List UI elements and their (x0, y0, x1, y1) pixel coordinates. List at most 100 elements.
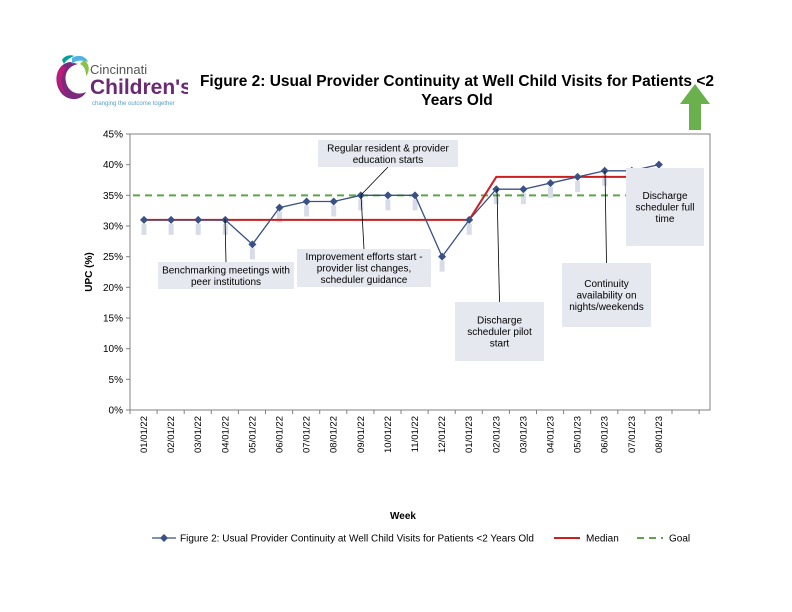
y-tick-label: 5% (109, 375, 124, 386)
x-tick-label: 05/01/23 (573, 416, 584, 453)
annotation-leader-line (360, 166, 389, 196)
annotation-text: Discharge scheduler full time (636, 191, 695, 225)
point-shadow-bar (249, 248, 255, 260)
improvement-arrow-icon (680, 84, 710, 130)
upc-data-point (248, 240, 257, 249)
x-tick-label: 01/01/23 (464, 416, 475, 453)
y-tick-label: 20% (103, 283, 123, 294)
logo-mark-icon (56, 55, 89, 100)
x-tick-label: 06/01/22 (275, 416, 286, 453)
upc-data-point (546, 179, 555, 188)
upc-data-point (329, 197, 338, 206)
point-shadow-bar (195, 223, 201, 235)
annotation-box (158, 262, 294, 289)
x-tick-label: 08/01/22 (329, 416, 340, 453)
x-tick-label: 10/01/22 (383, 416, 394, 453)
upc-data-point (654, 160, 663, 169)
y-tick-label: 0% (109, 406, 124, 417)
upc-data-point (411, 191, 419, 200)
x-tick-label: 09/01/22 (356, 416, 367, 453)
y-tick-label: 45% (103, 130, 123, 141)
point-shadow-bar (331, 205, 337, 217)
x-tick-label: 01/01/22 (139, 416, 150, 453)
y-tick-label: 40% (103, 160, 123, 171)
x-tick-label: 04/01/23 (546, 416, 557, 453)
logo-line2: Children's (90, 76, 188, 99)
y-axis-label: UPC (%) (84, 252, 95, 291)
point-shadow-bar (466, 223, 472, 235)
y-tick-label: 10% (103, 344, 123, 355)
plot-area (129, 133, 711, 411)
x-tick-label: 12/01/22 (437, 416, 448, 453)
upc-series-line (144, 164, 660, 258)
y-tick-label: 25% (103, 252, 123, 263)
point-shadow-bar (412, 199, 418, 211)
chart-title: Figure 2: Usual Provider Continuity at W… (199, 73, 715, 109)
point-shadow-bar (358, 199, 364, 211)
x-tick-label: 06/01/23 (600, 416, 611, 453)
annotation-leader-line (496, 188, 500, 303)
upc-data-point (492, 185, 501, 194)
x-tick-label: 05/01/22 (247, 416, 258, 453)
point-shadow-bar (602, 174, 608, 186)
y-tick-label: 35% (103, 191, 123, 202)
upc-data-point (465, 215, 474, 224)
upc-data-point (383, 191, 392, 200)
legend-label-upc: Figure 2: Usual Provider Continuity at W… (180, 534, 534, 545)
annotation-text: Discharge scheduler pilot start (467, 316, 532, 350)
annotation-text: Continuity availability on nights/weekends (569, 279, 644, 313)
point-shadow-bar (168, 223, 174, 235)
upc-data-point (438, 252, 447, 261)
annotation-callout: Regular resident & provider education sta… (318, 140, 458, 196)
annotation-box (297, 249, 431, 287)
x-axis-label: Week (390, 511, 416, 522)
x-tick-label: 02/01/23 (491, 416, 502, 453)
upc-data-point (275, 203, 284, 212)
annotation-box (455, 302, 544, 361)
x-tick-label: 04/01/22 (220, 416, 231, 453)
annotation-text: Improvement efforts start -provider list… (305, 252, 422, 286)
legend-label-median: Median (586, 534, 619, 545)
cincinnati-childrens-logo: Cincinnati Children's changing the outco… (48, 52, 192, 110)
x-tick-label: 03/01/22 (193, 416, 204, 453)
annotation-leader-line (360, 194, 365, 250)
point-shadow-bar (493, 193, 499, 205)
x-tick-label: 07/01/22 (302, 416, 313, 453)
legend-marker-upc (160, 534, 168, 542)
annotation-text: Regular resident & provider education sta… (327, 143, 449, 166)
point-shadow-bar (385, 199, 391, 211)
point-shadow-bar (141, 223, 147, 235)
annotation-leader-line (224, 218, 227, 263)
annotation-callout: Continuity availability on nights/weekends (562, 170, 651, 327)
logo-tagline: changing the outcome together (92, 101, 175, 107)
x-tick-label: 02/01/22 (166, 416, 177, 453)
annotation-box (562, 263, 651, 327)
annotation-callout: Benchmarking meetings with peer instituti… (158, 218, 294, 289)
y-tick-label: 30% (103, 222, 123, 233)
x-tick-label: 03/01/23 (518, 416, 529, 453)
annotation-callout: Discharge scheduler full time (626, 168, 704, 247)
annotation-text: Benchmarking meetings with peer instituti… (162, 265, 290, 288)
y-tick-label: 15% (103, 314, 123, 325)
legend-label-goal: Goal (669, 534, 690, 545)
upc-data-point (140, 215, 148, 224)
annotation-box (318, 140, 458, 167)
annotation-callout: Improvement efforts start -provider list… (297, 194, 431, 287)
annotation-leader-line (604, 170, 607, 264)
point-shadow-bar (575, 180, 581, 192)
point-shadow-bar (520, 193, 526, 205)
upc-data-point (519, 185, 528, 194)
annotation-callout: Discharge scheduler pilot start (455, 188, 544, 361)
point-shadow-bar (304, 205, 310, 217)
x-tick-label: 08/01/23 (654, 416, 665, 453)
median-line (144, 175, 700, 221)
logo-line1: Cincinnati (90, 62, 147, 77)
upc-data-point (167, 215, 176, 224)
upc-data-point (600, 166, 609, 175)
upc-data-point (194, 215, 203, 224)
point-shadow-bar (439, 260, 445, 272)
x-tick-label: 11/01/22 (410, 416, 421, 452)
x-tick-label: 07/01/23 (627, 416, 638, 453)
upc-data-point (302, 197, 311, 206)
